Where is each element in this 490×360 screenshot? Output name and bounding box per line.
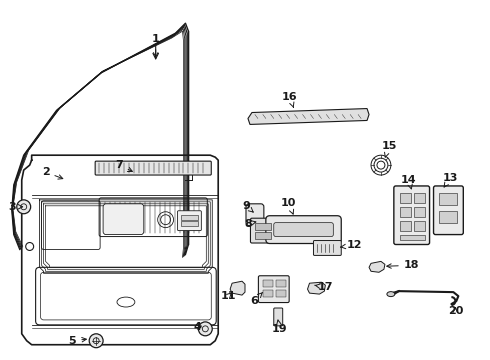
Bar bbox=[440, 193, 457, 205]
Bar bbox=[414, 207, 425, 217]
FancyBboxPatch shape bbox=[394, 186, 430, 244]
Text: 1: 1 bbox=[152, 34, 160, 57]
Text: 3: 3 bbox=[8, 202, 23, 212]
FancyBboxPatch shape bbox=[434, 186, 464, 235]
Text: 17: 17 bbox=[315, 282, 333, 292]
Bar bbox=[255, 223, 271, 230]
Text: 10: 10 bbox=[281, 198, 296, 214]
Text: 19: 19 bbox=[272, 320, 288, 334]
Text: 15: 15 bbox=[381, 141, 396, 157]
Text: 7: 7 bbox=[115, 160, 132, 171]
FancyBboxPatch shape bbox=[95, 161, 211, 175]
FancyBboxPatch shape bbox=[103, 204, 144, 235]
Text: 6: 6 bbox=[250, 292, 263, 306]
Text: 20: 20 bbox=[448, 306, 463, 316]
Text: 8: 8 bbox=[244, 219, 256, 229]
Text: 9: 9 bbox=[242, 201, 253, 212]
Text: 12: 12 bbox=[341, 240, 362, 251]
Text: 14: 14 bbox=[401, 175, 416, 189]
Circle shape bbox=[89, 334, 103, 348]
Bar bbox=[400, 207, 411, 217]
Bar bbox=[400, 221, 411, 231]
Ellipse shape bbox=[387, 292, 395, 297]
FancyBboxPatch shape bbox=[314, 240, 341, 255]
Text: 2: 2 bbox=[42, 167, 63, 179]
Bar bbox=[276, 290, 286, 297]
Bar bbox=[180, 221, 198, 226]
Bar bbox=[180, 215, 198, 220]
FancyBboxPatch shape bbox=[250, 218, 275, 243]
Circle shape bbox=[17, 200, 31, 214]
Bar bbox=[276, 280, 286, 287]
Bar bbox=[255, 231, 271, 239]
FancyBboxPatch shape bbox=[274, 223, 333, 237]
FancyBboxPatch shape bbox=[266, 216, 341, 243]
Polygon shape bbox=[248, 109, 369, 125]
Bar bbox=[263, 290, 273, 297]
Text: 18: 18 bbox=[387, 260, 419, 270]
Text: 11: 11 bbox=[220, 291, 236, 301]
FancyBboxPatch shape bbox=[177, 211, 201, 231]
Polygon shape bbox=[230, 281, 245, 295]
Text: 16: 16 bbox=[282, 92, 297, 107]
FancyBboxPatch shape bbox=[258, 276, 289, 302]
FancyBboxPatch shape bbox=[246, 204, 264, 226]
Bar bbox=[400, 193, 411, 203]
FancyBboxPatch shape bbox=[274, 308, 283, 326]
Text: 13: 13 bbox=[443, 173, 458, 187]
Circle shape bbox=[198, 322, 212, 336]
Polygon shape bbox=[308, 282, 325, 294]
Circle shape bbox=[25, 243, 34, 251]
Bar bbox=[414, 221, 425, 231]
Text: 4: 4 bbox=[194, 322, 201, 332]
Bar bbox=[414, 193, 425, 203]
Bar bbox=[263, 280, 273, 287]
Bar bbox=[440, 211, 457, 223]
Bar bbox=[400, 235, 425, 239]
Polygon shape bbox=[369, 261, 385, 272]
Text: 5: 5 bbox=[69, 336, 86, 346]
